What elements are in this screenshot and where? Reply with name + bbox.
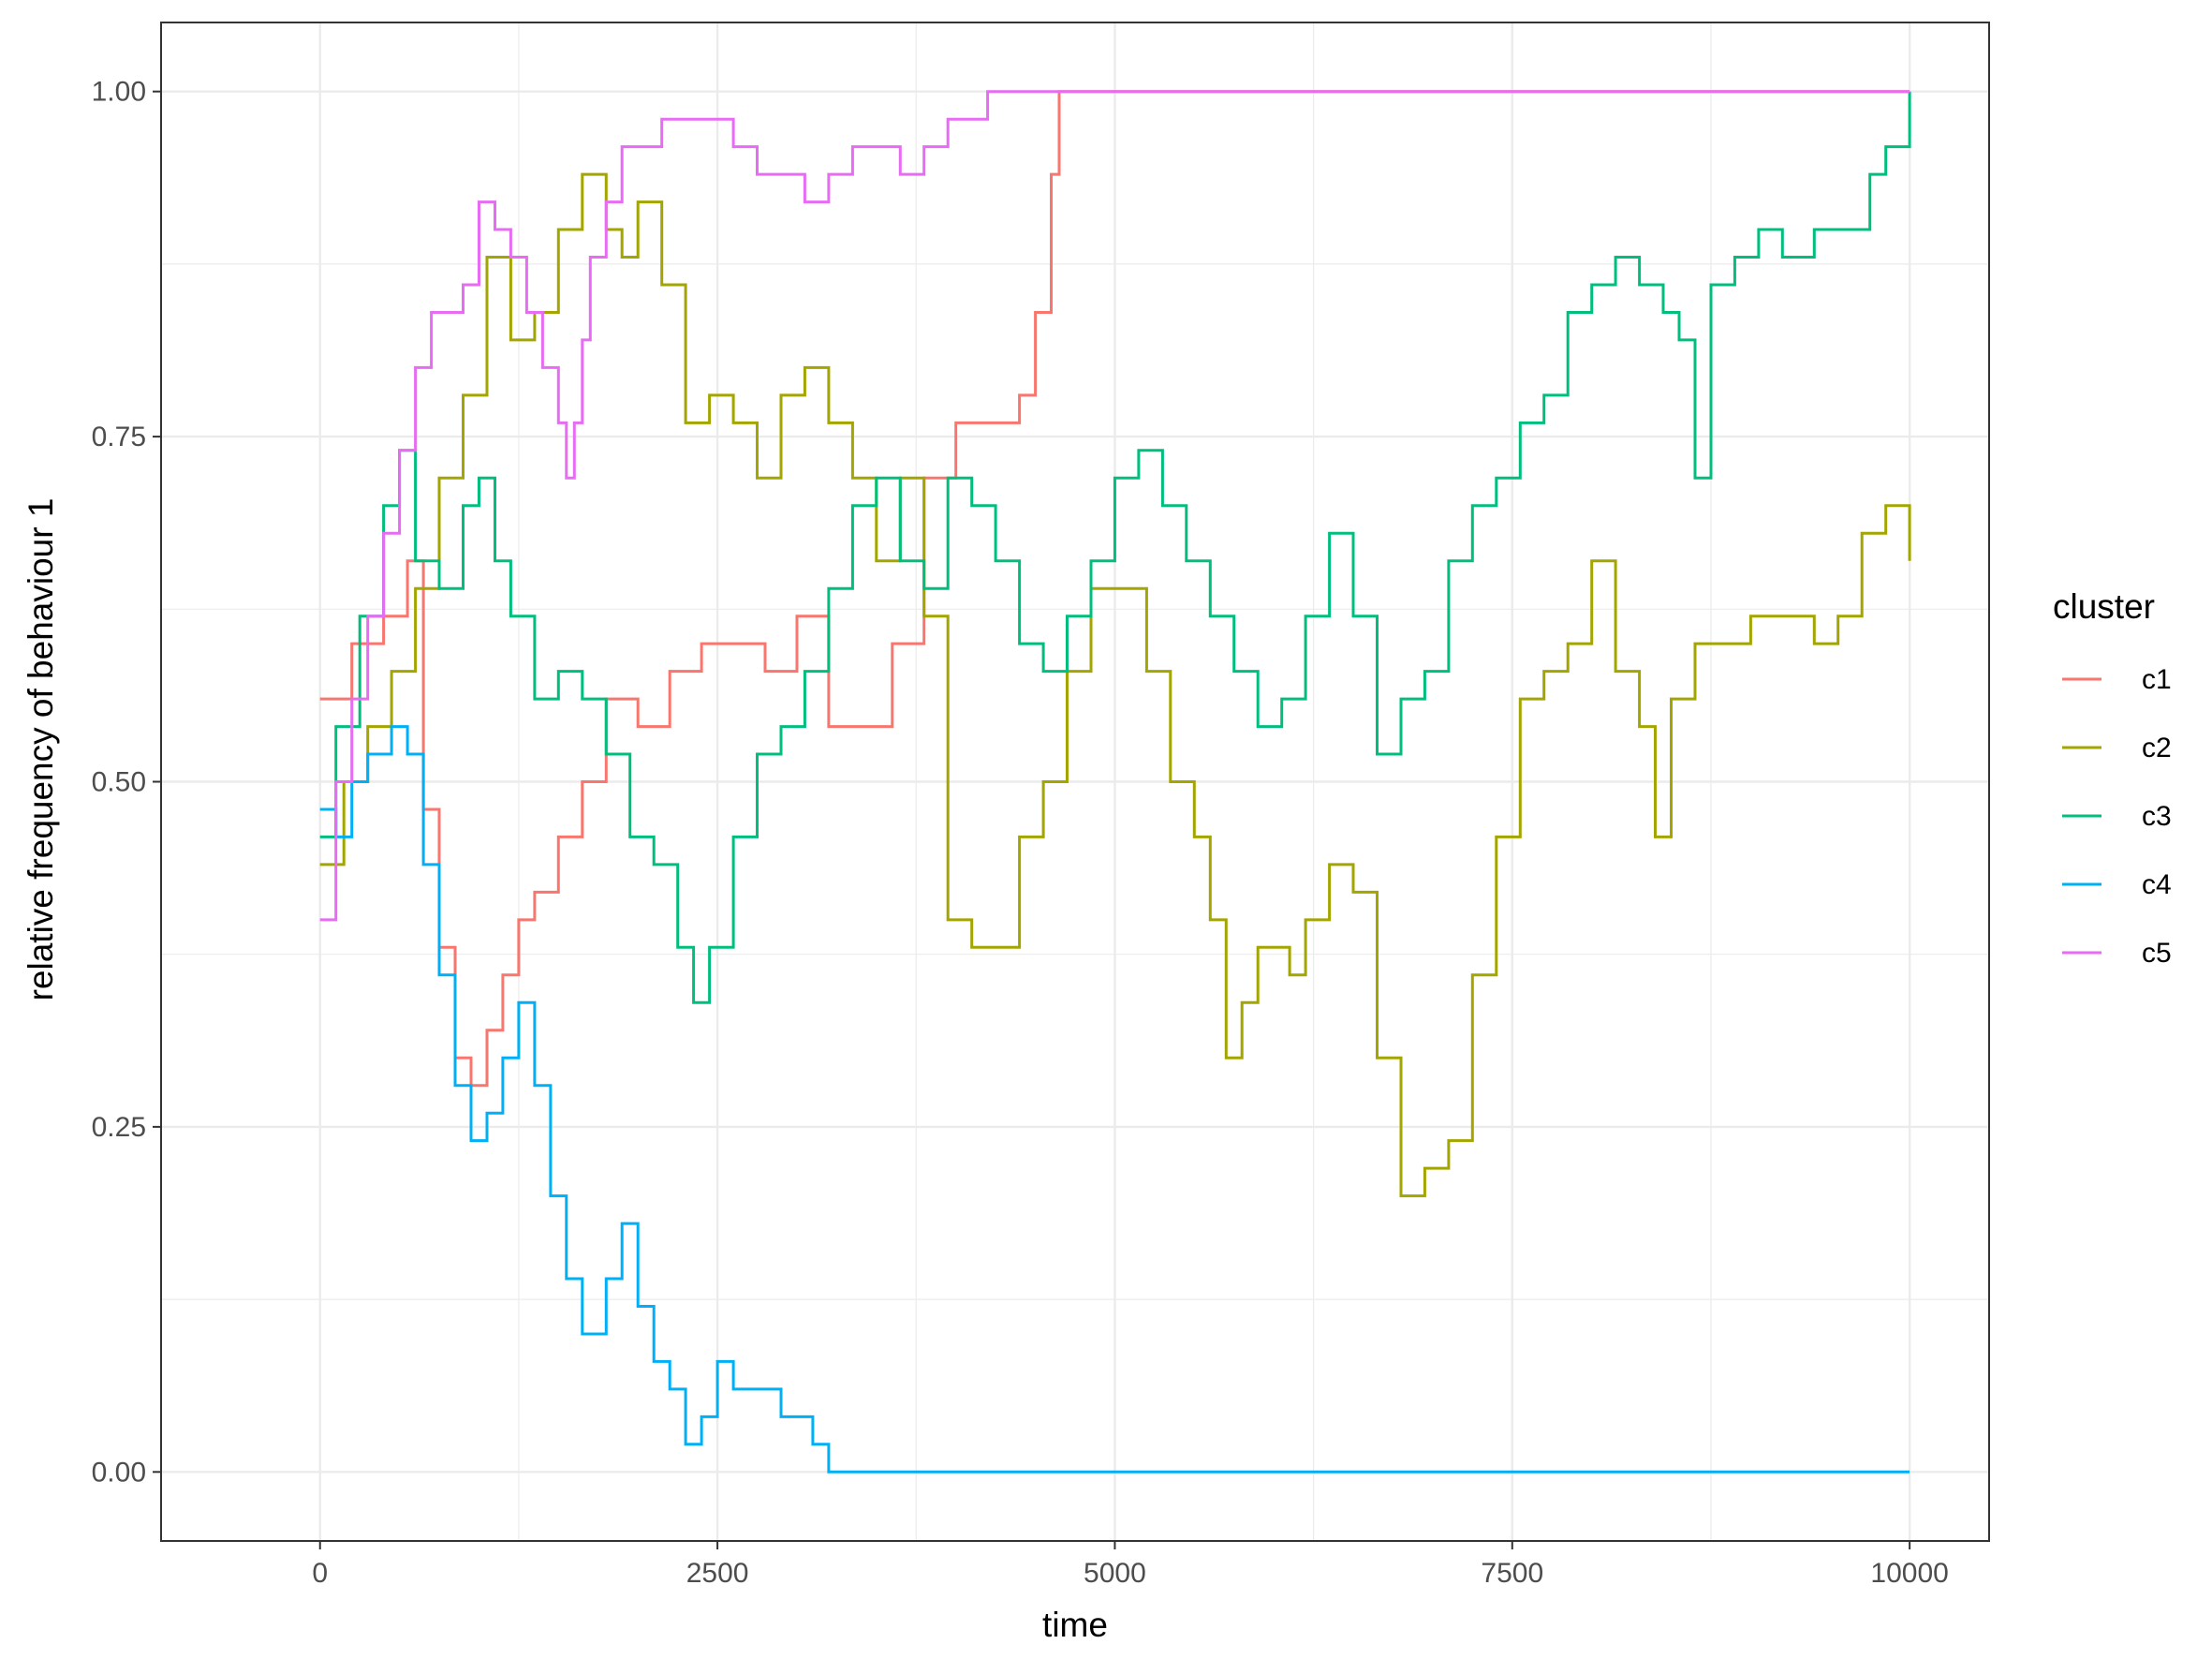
legend-title: cluster xyxy=(2053,587,2155,626)
x-axis-title: time xyxy=(1042,1606,1108,1644)
series-layer xyxy=(319,90,1911,1474)
legend-label-c4: c4 xyxy=(2142,869,2172,900)
legend: cluster c1 c2 c3 c4 c5 xyxy=(2053,587,2172,969)
series-line-c3 xyxy=(319,91,1911,1004)
legend-label-c5: c5 xyxy=(2142,938,2172,969)
y-tick-label: 1.00 xyxy=(92,77,146,108)
x-axis-ticks: 0 2500 5000 7500 10000 xyxy=(312,1541,1949,1589)
series-line-c4 xyxy=(319,725,1910,1474)
legend-label-c1: c1 xyxy=(2142,664,2172,695)
x-tick-label: 10000 xyxy=(1870,1558,1948,1589)
legend-label-c2: c2 xyxy=(2142,733,2172,763)
series-line-c2 xyxy=(319,172,1911,1198)
x-tick-label: 0 xyxy=(312,1558,328,1589)
x-tick-label: 7500 xyxy=(1481,1558,1543,1589)
grid-minor xyxy=(161,22,1989,1541)
y-tick-label: 0.00 xyxy=(92,1457,146,1488)
series-line-c5 xyxy=(319,90,1910,922)
x-tick-label: 5000 xyxy=(1084,1558,1146,1589)
y-axis-ticks: 0.00 0.25 0.50 0.75 1.00 xyxy=(92,77,161,1488)
x-tick-label: 2500 xyxy=(686,1558,749,1589)
y-axis-title: relative frequency of behaviour 1 xyxy=(22,498,60,1001)
legend-label-c3: c3 xyxy=(2142,801,2172,832)
y-tick-label: 0.25 xyxy=(92,1112,146,1143)
y-tick-label: 0.75 xyxy=(92,422,146,452)
y-tick-label: 0.50 xyxy=(92,767,146,798)
legend-items: c1 c2 c3 c4 c5 xyxy=(2062,664,2172,969)
